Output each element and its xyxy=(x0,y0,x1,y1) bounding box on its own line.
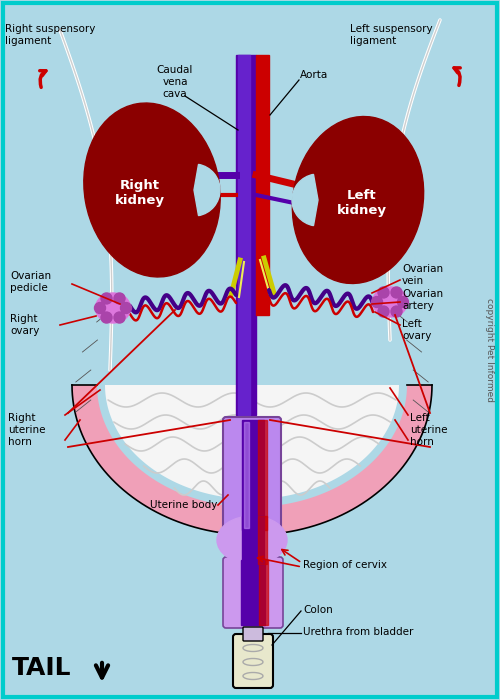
Ellipse shape xyxy=(96,293,130,323)
Bar xyxy=(258,420,267,530)
Ellipse shape xyxy=(372,287,408,317)
Bar xyxy=(242,516,264,564)
Text: copyright Pet Informed: copyright Pet Informed xyxy=(485,298,494,402)
Polygon shape xyxy=(105,385,399,499)
Text: Uterine body: Uterine body xyxy=(150,500,218,510)
Circle shape xyxy=(391,306,402,317)
Circle shape xyxy=(94,302,106,314)
Bar xyxy=(236,55,256,415)
Text: Left suspensory
ligament: Left suspensory ligament xyxy=(350,25,432,46)
Wedge shape xyxy=(292,174,318,225)
Text: TAIL: TAIL xyxy=(12,656,72,680)
Bar xyxy=(244,422,249,528)
Circle shape xyxy=(372,297,382,307)
Text: Right
uterine
horn: Right uterine horn xyxy=(8,414,46,447)
Ellipse shape xyxy=(217,516,287,564)
Bar xyxy=(259,560,268,625)
Circle shape xyxy=(114,312,125,323)
Text: Region of cervix: Region of cervix xyxy=(303,560,387,570)
Circle shape xyxy=(120,302,132,314)
Circle shape xyxy=(101,312,112,323)
Polygon shape xyxy=(72,385,432,535)
Ellipse shape xyxy=(292,116,424,284)
Text: Right
ovary: Right ovary xyxy=(10,314,40,336)
Wedge shape xyxy=(194,164,220,216)
Text: Aorta: Aorta xyxy=(300,70,328,80)
FancyBboxPatch shape xyxy=(243,627,263,641)
Text: Left
kidney: Left kidney xyxy=(337,189,387,217)
Text: Left
uterine
horn: Left uterine horn xyxy=(410,414,448,447)
Bar xyxy=(238,55,250,415)
Ellipse shape xyxy=(84,103,220,277)
Bar xyxy=(258,516,267,564)
Text: Urethra from bladder: Urethra from bladder xyxy=(303,627,414,637)
Text: Ovarian
artery: Ovarian artery xyxy=(402,289,443,311)
Circle shape xyxy=(398,297,408,307)
Circle shape xyxy=(114,293,125,304)
Circle shape xyxy=(391,287,402,298)
Text: Colon: Colon xyxy=(303,605,333,615)
Bar xyxy=(241,560,265,625)
Circle shape xyxy=(101,293,112,304)
Circle shape xyxy=(378,287,389,298)
FancyBboxPatch shape xyxy=(233,634,273,688)
Text: Right suspensory
ligament: Right suspensory ligament xyxy=(5,25,96,46)
Text: Right
kidney: Right kidney xyxy=(115,179,165,207)
Text: Left
ovary: Left ovary xyxy=(402,319,432,341)
Bar xyxy=(242,420,264,530)
Text: Ovarian
pedicle: Ovarian pedicle xyxy=(10,271,51,293)
FancyBboxPatch shape xyxy=(223,557,283,628)
Text: Ovarian
vein: Ovarian vein xyxy=(402,264,443,286)
Circle shape xyxy=(378,306,389,317)
FancyBboxPatch shape xyxy=(223,417,281,533)
Text: Caudal
vena
cava: Caudal vena cava xyxy=(157,65,193,99)
Bar xyxy=(256,55,269,315)
